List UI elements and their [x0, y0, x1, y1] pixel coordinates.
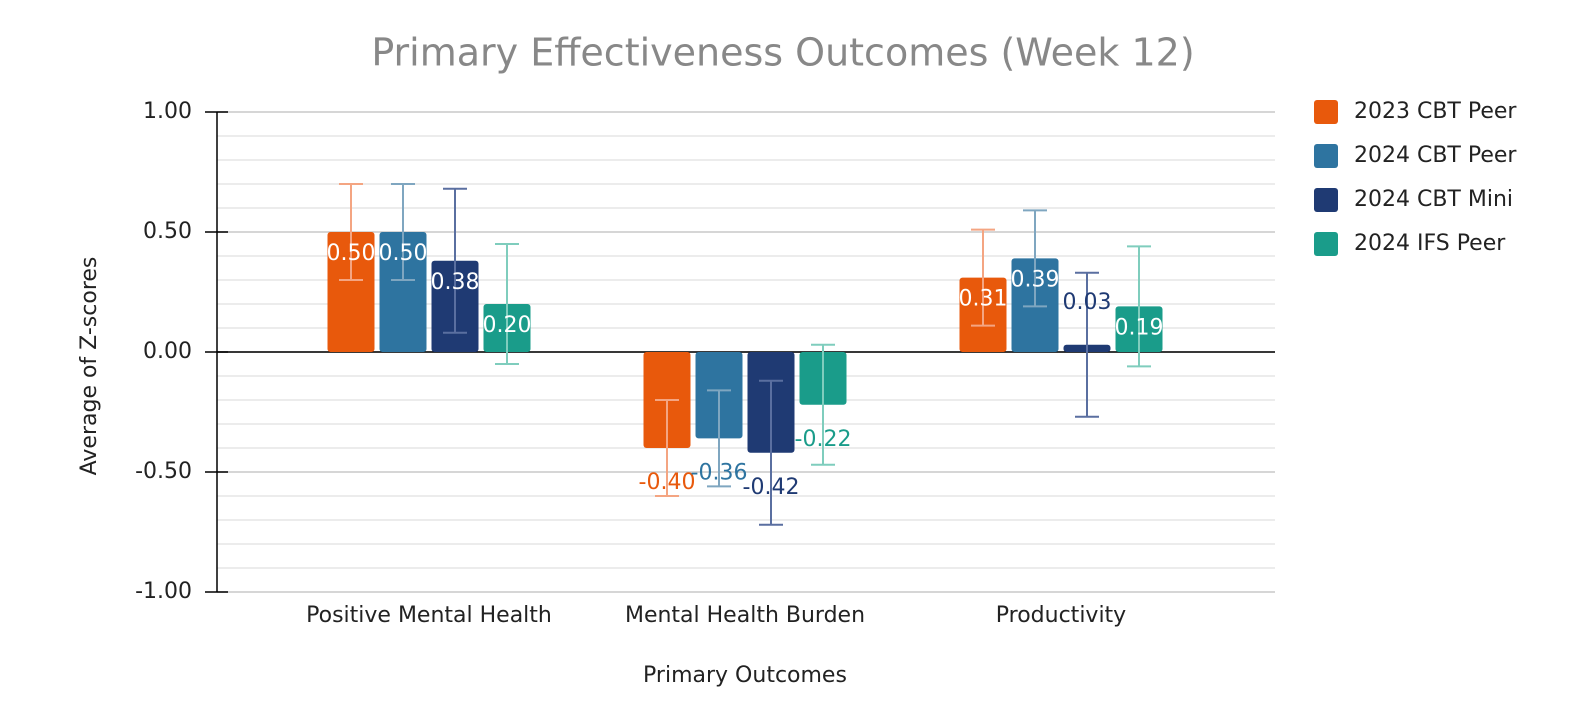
x-tick-label: Positive Mental Health: [306, 603, 552, 628]
y-axis-title: Average of Z-scores: [77, 257, 102, 476]
bar: [379, 232, 427, 352]
legend-label: 2024 CBT Peer: [1354, 143, 1517, 168]
x-tick-label: Productivity: [996, 603, 1126, 628]
data-label: 0.03: [1063, 290, 1112, 315]
data-label: 0.38: [431, 270, 480, 295]
data-label: 0.39: [1011, 267, 1060, 292]
y-tick-label: 0.00: [143, 339, 192, 364]
data-label: 0.50: [327, 241, 376, 266]
data-label: -0.40: [639, 470, 696, 495]
data-label: -0.36: [691, 460, 748, 485]
legend-swatch: [1314, 232, 1338, 256]
y-tick-label: 0.50: [143, 219, 192, 244]
legend-label: 2024 IFS Peer: [1354, 231, 1506, 256]
legend-label: 2023 CBT Peer: [1354, 99, 1517, 124]
data-label: -0.22: [795, 427, 852, 452]
legend-swatch: [1314, 144, 1338, 168]
legend-swatch: [1314, 188, 1338, 212]
chart-title: Primary Effectiveness Outcomes (Week 12): [371, 31, 1194, 75]
y-tick-label: -1.00: [135, 579, 192, 604]
y-tick-label: 1.00: [143, 99, 192, 124]
data-label: 0.31: [959, 287, 1008, 312]
x-axis-title: Primary Outcomes: [643, 663, 847, 688]
bar: [327, 232, 375, 352]
legend-swatch: [1314, 100, 1338, 124]
data-label: 0.19: [1115, 315, 1164, 340]
data-label: 0.50: [379, 241, 428, 266]
y-tick-label: -0.50: [135, 459, 192, 484]
x-tick-label: Mental Health Burden: [625, 603, 865, 628]
legend-label: 2024 CBT Mini: [1354, 187, 1513, 212]
data-label: -0.42: [743, 475, 800, 500]
data-label: 0.20: [483, 313, 532, 338]
